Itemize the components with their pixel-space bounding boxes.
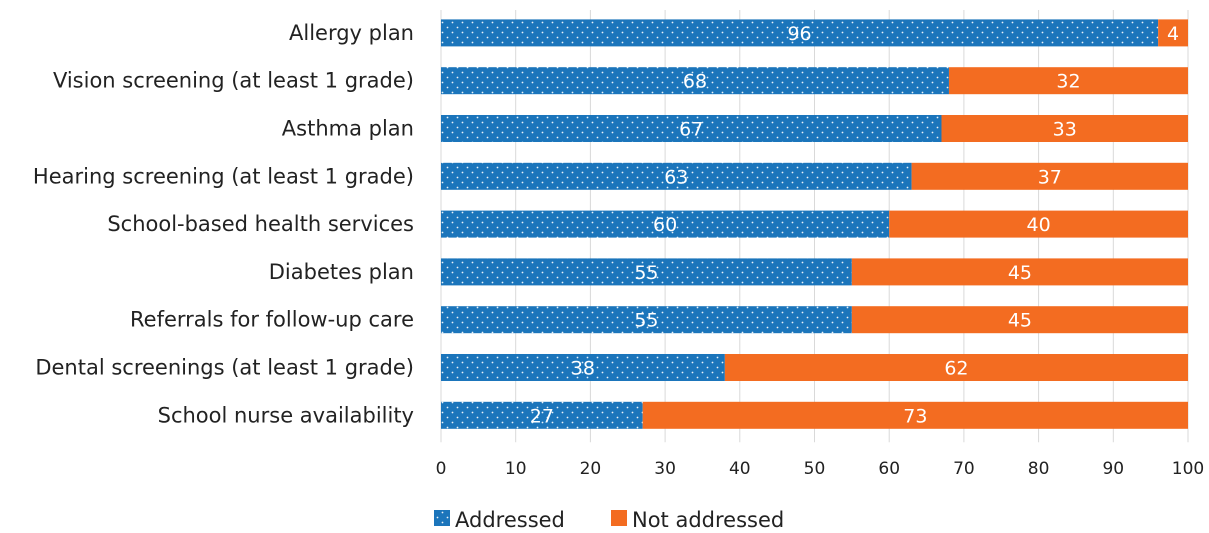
x-tick-label: 50 [804,459,826,479]
data-label-addressed: 96 [787,23,811,45]
bar-addressed [441,67,949,95]
legend: Addressed Not addressed [434,508,784,532]
data-label-not-addressed: 45 [1008,310,1032,332]
category-label: School-based health services [107,212,414,236]
bar-not-addressed [724,354,1188,381]
bar-addressed [441,354,725,381]
data-label-not-addressed: 73 [903,405,927,427]
category-label: Allergy plan [289,21,414,45]
category-labels: Allergy plan Vision screening (at least 1… [33,21,414,427]
bar-addressed [441,258,852,286]
category-label: Dental screenings (at least 1 grade) [35,356,414,380]
category-label: School nurse availability [158,403,414,427]
bar-not-addressed [941,115,1188,142]
legend-swatch-addressed [434,510,450,526]
bar-not-addressed [948,67,1188,95]
data-label-not-addressed: 45 [1008,262,1032,284]
x-tick-label: 40 [729,459,751,479]
bar-addressed [441,162,912,190]
bar-addressed [441,401,643,429]
bar-addressed [441,19,1159,47]
data-label-not-addressed: 32 [1056,71,1080,93]
bar-not-addressed [851,306,1188,334]
data-label-addressed: 55 [634,262,658,284]
data-labels: 96 4 68 32 67 33 63 37 60 40 55 45 55 45 38 62 27 73 [530,23,1179,427]
legend-label-not-addressed: Not addressed [632,508,784,529]
legend-label-addressed: Addressed [455,508,565,529]
bar-addressed [441,210,890,238]
data-label-addressed: 38 [571,358,595,380]
bar-not-addressed [889,210,1188,238]
x-tick-label: 70 [953,459,975,479]
data-label-not-addressed: 62 [944,358,968,380]
x-tick-label: 10 [505,459,527,479]
bar-addressed [441,115,942,142]
bar-not-addressed [911,162,1188,190]
x-tick-label: 100 [1172,459,1204,479]
data-label-not-addressed: 37 [1038,166,1062,188]
x-tick-label: 60 [878,459,900,479]
category-label: Hearing screening (at least 1 grade) [33,164,414,188]
x-axis-ticks: 0 10 20 30 40 50 60 70 80 90 100 [436,459,1205,479]
x-tick-label: 30 [654,459,676,479]
category-label: Vision screening (at least 1 grade) [53,69,414,93]
legend-swatch-not-addressed [611,510,627,526]
category-label: Referrals for follow-up care [130,308,414,332]
x-tick-label: 90 [1102,459,1124,479]
category-label: Diabetes plan [269,260,414,284]
data-label-addressed: 68 [683,71,707,93]
bar-not-addressed [1158,19,1188,47]
data-label-not-addressed: 40 [1027,214,1051,236]
data-label-addressed: 27 [530,405,554,427]
data-label-not-addressed: 4 [1167,23,1179,45]
x-tick-label: 20 [580,459,602,479]
data-label-addressed: 67 [679,119,703,141]
data-label-addressed: 55 [634,310,658,332]
data-label-addressed: 60 [653,214,677,236]
x-tick-label: 80 [1028,459,1050,479]
x-tick-label: 0 [436,459,447,479]
category-label: Asthma plan [282,117,414,141]
data-label-addressed: 63 [664,166,688,188]
bar-addressed [441,306,852,334]
bar-not-addressed [642,401,1188,429]
bar-not-addressed [851,258,1188,286]
data-label-not-addressed: 33 [1053,119,1077,141]
bars [441,19,1188,429]
